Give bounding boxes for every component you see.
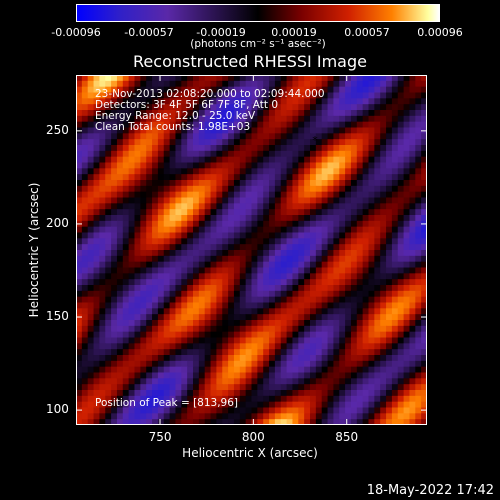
plot-frame [76,75,427,425]
colorbar [76,4,440,22]
colorbar-tick-label: -0.00019 [196,26,246,39]
y-tick-label: 250 [46,122,69,137]
colorbar-tick-label: -0.00096 [51,26,101,39]
annotation-detectors: Detectors: 3F 4F 5F 6F 7F 8F, Att 0 [95,99,279,111]
x-tick-label: 800 [241,430,265,444]
colorbar-tick-label: -0.00057 [124,26,174,39]
annotation-energy-range: Energy Range: 12.0 - 25.0 keV [95,110,256,122]
x-tick-label: 750 [148,430,172,444]
chart-title: Reconstructed RHESSI Image [133,52,367,71]
y-axis-label: Heliocentric Y (arcsec) [27,182,41,318]
annotation-time-range: 23-Nov-2013 02:08:20.000 to 02:09:44.000 [95,88,325,100]
colorbar-tick-label: 0.00057 [344,26,390,39]
colorbar-tick-label: 0.00019 [271,26,317,39]
annotation-clean-counts: Clean Total counts: 1.98E+03 [95,121,251,133]
heatmap-plot: * [76,75,427,425]
annotation-peak-position: Position of Peak = [813,96] [95,397,239,409]
y-tick-label: 150 [46,309,69,324]
y-tick-label: 200 [46,215,69,230]
timestamp: 18-May-2022 17:42 [366,483,494,498]
colorbar-unit-label: (photons cm⁻² s⁻¹ asec⁻²) [190,38,326,50]
heatmap-cells [76,75,427,425]
colorbar-gradient [76,4,440,22]
x-tick-label: 850 [335,430,359,444]
peak-marker: * [312,134,318,147]
y-tick-label: 100 [46,402,69,417]
x-axis-label: Heliocentric X (arcsec) [182,446,318,460]
colorbar-tick-label: 0.00096 [417,26,463,39]
